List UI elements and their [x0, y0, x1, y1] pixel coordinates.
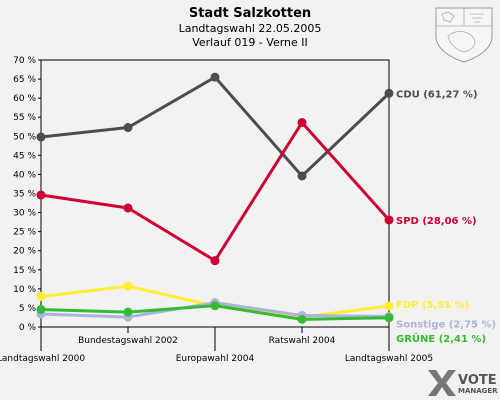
y-tick-label: 70 %	[13, 56, 36, 66]
y-tick-label: 50 %	[13, 132, 36, 142]
y-tick-label: 5 %	[19, 304, 37, 314]
data-point	[210, 256, 220, 266]
votemanager-logo: VOTE MANAGER	[428, 370, 498, 396]
data-point	[36, 304, 46, 314]
data-point	[36, 190, 46, 200]
series-cdu	[36, 72, 394, 181]
data-point	[384, 313, 394, 323]
logo-text-vote: VOTE	[458, 373, 497, 388]
series-end-label: Sonstige (2,75 %)	[396, 320, 496, 331]
y-tick-label: 30 %	[13, 209, 36, 219]
series-end-label: GRÜNE (2,41 %)	[396, 331, 486, 345]
y-tick-label: 65 %	[13, 75, 36, 85]
data-point	[123, 281, 133, 291]
y-tick-label: 60 %	[13, 94, 36, 104]
series-end-label: SPD (28,06 %)	[396, 216, 477, 227]
series-lines	[36, 72, 394, 324]
x-category-label: Landtagswahl 2000	[0, 354, 85, 364]
logo-text-manager: MANAGER	[458, 387, 498, 395]
y-tick-label: 25 %	[13, 228, 36, 238]
x-axis: Landtagswahl 2000 Bundestagswahl 2002 Euro…	[0, 327, 433, 364]
chart-subtitle-election: Landtagswahl 22.05.2005	[179, 22, 322, 35]
x-category-label: Bundestagswahl 2002	[78, 336, 178, 346]
data-point	[297, 314, 307, 324]
data-point	[123, 123, 133, 133]
x-category-label: Europawahl 2004	[176, 354, 255, 364]
data-point	[123, 307, 133, 317]
data-point	[384, 88, 394, 98]
data-point	[384, 301, 394, 311]
chart-title: Stadt Salzkotten	[189, 6, 311, 21]
data-point	[297, 118, 307, 128]
x-category-label: Ratswahl 2004	[269, 336, 336, 346]
coat-of-arms-icon	[435, 7, 493, 63]
y-tick-label: 15 %	[13, 266, 36, 276]
data-point	[297, 171, 307, 181]
y-tick-label: 20 %	[13, 247, 36, 257]
y-axis: 0 % 5 % 10 % 15 % 20 % 25 % 30 % 35 % 40 % 45 % 50…	[13, 56, 41, 333]
y-tick-label: 45 %	[13, 151, 36, 161]
data-point	[36, 291, 46, 301]
plot-area	[40, 59, 390, 328]
y-tick-label: 55 %	[13, 113, 36, 123]
data-point	[210, 301, 220, 311]
series-spd	[36, 118, 394, 266]
data-point	[123, 203, 133, 213]
data-point	[384, 215, 394, 225]
data-point	[210, 72, 220, 82]
x-category-label: Landtagswahl 2005	[345, 354, 433, 364]
y-tick-label: 35 %	[13, 190, 36, 200]
series-end-label: FDP (5,51 %)	[396, 300, 469, 311]
data-point	[36, 132, 46, 142]
chart-subtitle-district: Verlauf 019 - Verne II	[192, 36, 308, 49]
y-tick-label: 40 %	[13, 170, 36, 180]
series-end-label: CDU (61,27 %)	[396, 89, 478, 100]
series-end-labels: CDU (61,27 %) SPD (28,06 %) FDP (5,51 %) So…	[396, 89, 496, 345]
y-tick-label: 10 %	[13, 285, 36, 295]
series-grne	[36, 301, 394, 324]
y-tick-label: 0 %	[19, 323, 37, 333]
